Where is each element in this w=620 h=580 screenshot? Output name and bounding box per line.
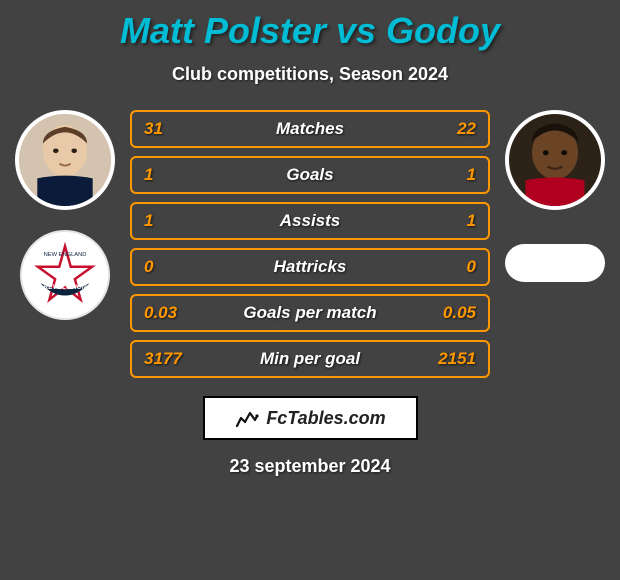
- stat-row: 1 Assists 1: [130, 202, 490, 240]
- stat-row: 31 Matches 22: [130, 110, 490, 148]
- stat-right-value: 0: [416, 257, 476, 277]
- brand-text: FcTables.com: [266, 408, 385, 429]
- player-left-avatar: [15, 110, 115, 210]
- comparison-container: REVOLUTION NEW ENGLAND 31 Matches 22 1 G…: [0, 110, 620, 378]
- stat-left-value: 0: [144, 257, 204, 277]
- stat-label: Matches: [276, 119, 344, 139]
- left-player-column: REVOLUTION NEW ENGLAND: [10, 110, 120, 320]
- date-line: 23 september 2024: [229, 456, 390, 477]
- stat-row: 3177 Min per goal 2151: [130, 340, 490, 378]
- stat-right-value: 1: [416, 165, 476, 185]
- player-right-avatar: [505, 110, 605, 210]
- stat-label: Goals per match: [243, 303, 376, 323]
- stat-label: Hattricks: [274, 257, 347, 277]
- stat-row: 1 Goals 1: [130, 156, 490, 194]
- stat-left-value: 1: [144, 165, 204, 185]
- brand-box: FcTables.com: [203, 396, 418, 440]
- player-right-club-badge: [505, 244, 605, 282]
- brand-logo-icon: [234, 405, 260, 431]
- stat-left-value: 1: [144, 211, 204, 231]
- stat-label: Assists: [280, 211, 340, 231]
- stat-right-value: 1: [416, 211, 476, 231]
- stat-right-value: 0.05: [416, 303, 476, 323]
- svg-text:REVOLUTION: REVOLUTION: [43, 284, 86, 291]
- player-left-club-badge: REVOLUTION NEW ENGLAND: [20, 230, 110, 320]
- stats-table: 31 Matches 22 1 Goals 1 1 Assists 1 0 Ha…: [120, 110, 500, 378]
- page-title: Matt Polster vs Godoy: [120, 10, 500, 52]
- stat-left-value: 3177: [144, 349, 204, 369]
- stat-label: Min per goal: [260, 349, 360, 369]
- stat-right-value: 22: [416, 119, 476, 139]
- stat-row: 0.03 Goals per match 0.05: [130, 294, 490, 332]
- stat-right-value: 2151: [416, 349, 476, 369]
- right-player-column: [500, 110, 610, 282]
- subtitle: Club competitions, Season 2024: [172, 64, 448, 85]
- svg-text:NEW ENGLAND: NEW ENGLAND: [44, 252, 87, 258]
- stat-row: 0 Hattricks 0: [130, 248, 490, 286]
- stat-left-value: 31: [144, 119, 204, 139]
- stat-left-value: 0.03: [144, 303, 204, 323]
- stat-label: Goals: [286, 165, 333, 185]
